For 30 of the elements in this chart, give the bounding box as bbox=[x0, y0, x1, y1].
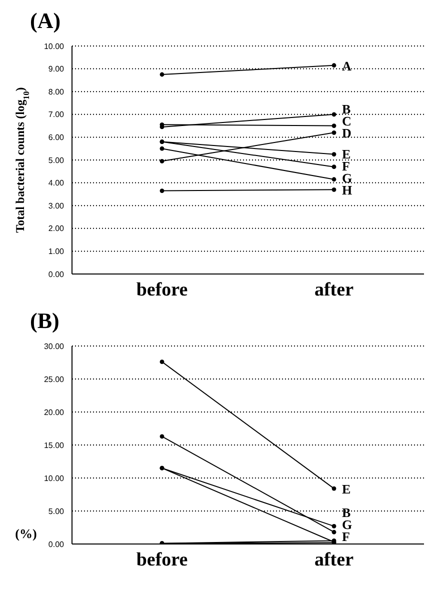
series-label: B bbox=[342, 505, 351, 520]
y-tick-label: 8.00 bbox=[48, 87, 65, 96]
series-label: G bbox=[342, 517, 352, 532]
x-tick-label: after bbox=[314, 279, 354, 300]
y-tick-label: 15.00 bbox=[44, 440, 65, 450]
y-tick-label: 10.00 bbox=[44, 42, 65, 51]
y-tick-label: 1.00 bbox=[48, 247, 65, 256]
y-tick-label: 2.00 bbox=[48, 224, 65, 234]
x-tick-label: before bbox=[136, 279, 188, 300]
y-tick-label: 3.00 bbox=[48, 201, 65, 210]
x-tick-label: after bbox=[314, 549, 354, 570]
x-tick-label: before bbox=[136, 549, 188, 570]
series-label: A bbox=[342, 58, 352, 74]
y-tick-label: 9.00 bbox=[48, 64, 65, 74]
y-tick-label: 7.00 bbox=[48, 110, 65, 120]
y-tick-label: 6.00 bbox=[48, 133, 65, 142]
series-label: F bbox=[342, 529, 350, 544]
y-tick-label: 5.00 bbox=[48, 156, 65, 165]
y-tick-label: 0.00 bbox=[48, 540, 65, 549]
y-tick-label: 20.00 bbox=[44, 408, 65, 417]
chart-title: (A) bbox=[29, 8, 62, 35]
y-tick-label: 5.00 bbox=[48, 506, 65, 516]
y-tick-label: 10.00 bbox=[44, 474, 65, 483]
y-axis-title: (%) bbox=[15, 526, 37, 541]
y-tick-label: 30.00 bbox=[44, 342, 65, 351]
y-tick-label: 25.00 bbox=[44, 374, 65, 384]
chart-title: (B) bbox=[29, 308, 60, 335]
y-tick-label: 4.00 bbox=[48, 178, 65, 188]
y-tick-label: 0.00 bbox=[48, 270, 65, 279]
series-label: E bbox=[342, 482, 351, 497]
